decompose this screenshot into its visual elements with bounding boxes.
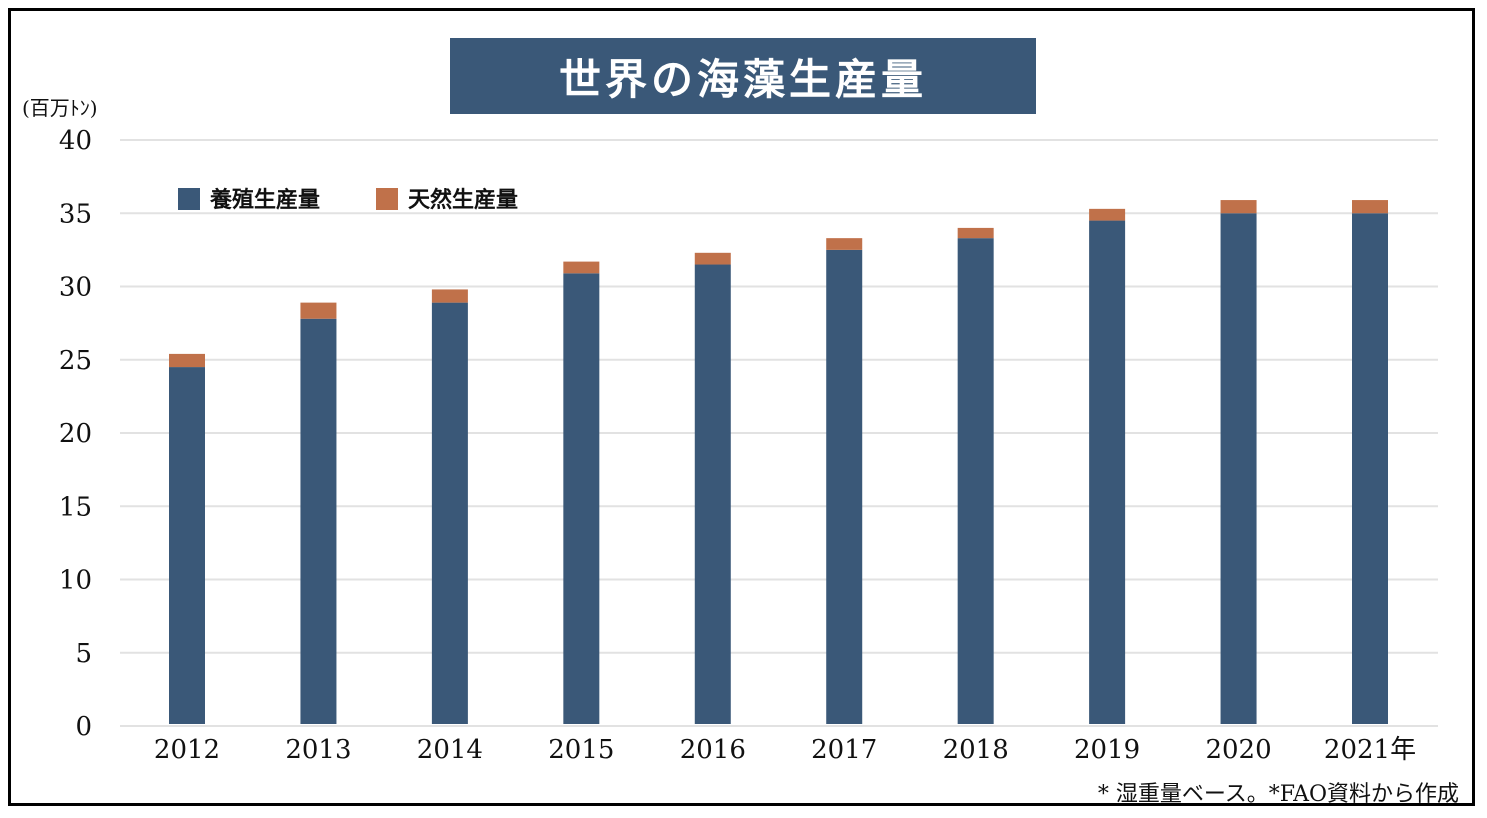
x-tick-label: 2019: [1074, 735, 1140, 765]
x-tick-label: 2016: [680, 735, 746, 765]
y-axis-ticks: 0 5 10 15 20 25 30 35 40: [59, 126, 92, 742]
bar-wild: [300, 302, 337, 319]
legend-label: 養殖生産量: [210, 187, 320, 213]
y-axis-unit-label: (百万ﾄﾝ): [22, 96, 98, 120]
y-tick-label: 10: [59, 566, 92, 596]
y-tick-label: 15: [59, 492, 92, 522]
x-tick-label: 2021年: [1324, 735, 1416, 765]
chart-title: 世界の海藻生産量: [450, 38, 1036, 114]
x-tick-label: 2013: [285, 735, 351, 765]
y-tick-label: 40: [59, 126, 92, 156]
x-tick-label: 2017: [811, 735, 877, 765]
x-tick-label: 2015: [548, 735, 614, 765]
y-tick-label: 35: [59, 199, 92, 229]
bar-wild: [694, 252, 731, 265]
bar-cultivated: [169, 367, 205, 724]
bar-wild: [563, 261, 600, 274]
bar-wild: [826, 238, 863, 250]
bar-cultivated: [431, 302, 468, 724]
bar-wild: [431, 289, 468, 303]
bar-wild: [1089, 208, 1126, 221]
bar-cultivated: [957, 238, 994, 724]
x-tick-label: 2012: [154, 735, 220, 765]
bar-wild: [1220, 200, 1257, 214]
legend-swatch: [376, 188, 398, 210]
gridlines: [120, 139, 1438, 727]
bar-wild: [169, 353, 205, 368]
footnote: * 湿重量ベース。*FAO資料から作成: [1097, 782, 1459, 807]
bars: [169, 200, 1388, 724]
bar-cultivated: [300, 318, 337, 724]
x-axis-ticks: 2012 2013 2014 2015 2016 2017 2018 2019 2020 2021…: [154, 735, 1416, 765]
bar-cultivated: [1220, 213, 1257, 724]
legend: 養殖生産量 天然生産量: [178, 187, 518, 213]
x-tick-label: 2014: [417, 735, 483, 765]
y-tick-label: 5: [75, 639, 92, 669]
x-tick-label: 2018: [943, 735, 1009, 765]
bar-wild: [957, 227, 994, 239]
bar-wild: [1352, 200, 1388, 214]
bar-cultivated: [1089, 220, 1126, 724]
y-tick-label: 25: [59, 346, 92, 376]
y-tick-label: 30: [59, 273, 92, 303]
bar-cultivated: [826, 249, 863, 724]
legend-label: 天然生産量: [408, 187, 518, 213]
y-tick-label: 0: [75, 712, 92, 742]
bar-cultivated: [694, 264, 731, 724]
bar-cultivated: [1352, 213, 1388, 724]
x-tick-label: 2020: [1205, 735, 1271, 765]
y-tick-label: 20: [59, 419, 92, 449]
bar-cultivated: [563, 273, 600, 724]
legend-swatch: [178, 188, 200, 210]
